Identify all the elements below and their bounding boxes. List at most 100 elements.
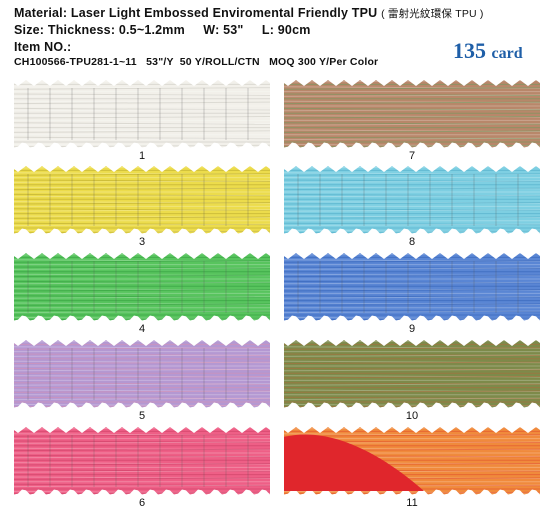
texture-line [284,107,540,111]
texture-line [14,209,270,212]
texture-line [14,396,270,400]
texture-line [14,208,270,211]
texture-line [14,303,270,306]
swatch-base [14,427,270,495]
texture-line [284,390,540,393]
texture-line [14,281,270,285]
texture-line [14,376,270,379]
material-chinese: ( 雷射光紋環保 TPU ) [381,8,484,20]
texture-line [14,390,270,393]
texture-line [284,253,540,256]
swatch-base [284,253,540,321]
texture-line [284,116,540,119]
texture-line [284,216,540,219]
swatch-10 [284,340,540,410]
material-line: Material: Laser Light Embossed Enviromen… [14,6,484,21]
swatch-image [284,166,540,234]
texture-line [284,303,540,306]
texture-line [14,94,270,97]
texture-line [284,354,540,357]
texture-line [14,274,270,278]
swatch-base [14,166,270,234]
texture-line [14,470,270,473]
texture-line [284,166,540,169]
texture-line [14,222,270,226]
swatch-8 [284,166,540,236]
texture-line [14,448,270,452]
swatch-base [14,253,270,321]
swatch-base [14,340,270,408]
texture-line [284,309,540,313]
texture-line [14,353,270,356]
texture-line [284,180,540,183]
texture-line [14,266,270,269]
texture-line [14,295,270,298]
swatch-6 [14,427,270,497]
card-badge: 135 card [453,38,523,64]
texture-line [284,281,540,285]
texture-line [284,266,540,269]
texture-line [14,310,270,314]
swatch-image [14,166,270,234]
texture-line [284,202,540,205]
texture-line [284,87,540,90]
texture-line [284,101,540,105]
texture-line [14,469,270,472]
texture-line [284,93,540,96]
swatch-number: 9 [408,323,416,335]
swatch-number: 8 [408,236,416,248]
texture-line [14,368,270,372]
texture-line [14,193,270,197]
texture-line [284,108,540,112]
texture-line [284,396,540,400]
swatch-number: 10 [405,410,419,422]
texture-line [284,427,540,430]
swatch-4 [14,253,270,323]
texture-line [14,434,270,437]
swatch-image [284,253,540,321]
swatch-image [284,80,540,148]
texture-line [14,130,270,133]
texture-line [14,122,270,125]
texture-line [14,280,270,284]
texture-line [284,367,540,371]
material-label: Material: [14,6,68,20]
card-unit: card [491,45,523,62]
texture-line [14,484,270,488]
texture-line [284,194,540,198]
swatch-image [14,253,270,321]
texture-line [14,260,270,263]
peeled-backing [284,434,424,491]
texture-line [284,310,540,314]
texture-line [14,347,270,350]
swatch-image [14,80,270,148]
texture-line [14,289,270,292]
texture-line [14,361,270,365]
texture-line [14,194,270,198]
texture-line [14,296,270,299]
texture-line [284,80,540,83]
swatch-number: 11 [406,497,418,509]
size-label: Size: [14,23,45,37]
swatch-number: 1 [138,150,146,162]
texture-line [14,354,270,357]
swatch-11 [284,427,540,497]
texture-line [284,361,540,365]
material-value: Laser Light Embossed Enviromental Friend… [70,6,378,20]
texture-line [14,180,270,183]
texture-line [14,223,270,227]
texture-line [284,289,540,292]
texture-line [284,208,540,211]
size-value: Thickness: 0.5~1.2mm W: 53" L: 90cm [47,23,311,37]
texture-line [284,296,540,299]
texture-line [14,87,270,90]
texture-line [284,383,540,386]
texture-line [14,427,270,430]
swatch-image [284,340,540,408]
texture-line [14,382,270,385]
texture-line [284,94,540,97]
texture-line [14,455,270,459]
swatch-1 [14,80,270,150]
texture-line [14,108,270,112]
texture-line [14,397,270,401]
